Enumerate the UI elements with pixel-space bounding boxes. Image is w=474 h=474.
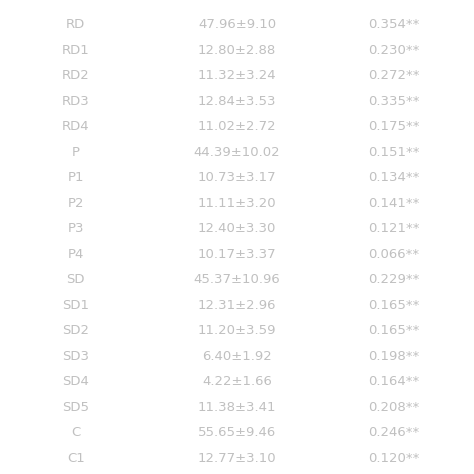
Text: 12.77±3.10: 12.77±3.10 <box>198 452 276 465</box>
Text: 0.165**: 0.165** <box>368 299 419 312</box>
Text: 0.151**: 0.151** <box>368 146 419 159</box>
Text: P4: P4 <box>68 248 84 261</box>
Text: 12.40±3.30: 12.40±3.30 <box>198 222 276 235</box>
Text: P3: P3 <box>68 222 84 235</box>
Text: P: P <box>72 146 80 159</box>
Text: 0.120**: 0.120** <box>368 452 419 465</box>
Text: 0.208**: 0.208** <box>368 401 419 414</box>
Text: P2: P2 <box>68 197 84 210</box>
Text: SD5: SD5 <box>63 401 89 414</box>
Text: 11.38±3.41: 11.38±3.41 <box>198 401 276 414</box>
Text: RD1: RD1 <box>62 44 90 57</box>
Text: 0.198**: 0.198** <box>368 350 419 363</box>
Text: 11.11±3.20: 11.11±3.20 <box>198 197 276 210</box>
Text: RD2: RD2 <box>62 69 90 82</box>
Text: SD4: SD4 <box>63 375 89 388</box>
Text: 0.175**: 0.175** <box>368 120 419 133</box>
Text: C1: C1 <box>67 452 85 465</box>
Text: 11.02±2.72: 11.02±2.72 <box>198 120 276 133</box>
Text: 0.230**: 0.230** <box>368 44 419 57</box>
Text: RD: RD <box>66 18 85 31</box>
Text: 11.32±3.24: 11.32±3.24 <box>198 69 276 82</box>
Text: 0.354**: 0.354** <box>368 18 419 31</box>
Text: SD1: SD1 <box>63 299 89 312</box>
Text: 12.31±2.96: 12.31±2.96 <box>198 299 276 312</box>
Text: 0.121**: 0.121** <box>368 222 419 235</box>
Text: 0.165**: 0.165** <box>368 324 419 337</box>
Text: 12.84±3.53: 12.84±3.53 <box>198 95 276 108</box>
Text: 10.17±3.37: 10.17±3.37 <box>198 248 276 261</box>
Text: 10.73±3.17: 10.73±3.17 <box>198 171 276 184</box>
Text: RD4: RD4 <box>62 120 90 133</box>
Text: 55.65±9.46: 55.65±9.46 <box>198 426 276 439</box>
Text: 12.80±2.88: 12.80±2.88 <box>198 44 276 57</box>
Text: 0.335**: 0.335** <box>368 95 419 108</box>
Text: 0.229**: 0.229** <box>368 273 419 286</box>
Text: 47.96±9.10: 47.96±9.10 <box>198 18 276 31</box>
Text: 44.39±10.02: 44.39±10.02 <box>194 146 280 159</box>
Text: 0.134**: 0.134** <box>368 171 419 184</box>
Text: P1: P1 <box>68 171 84 184</box>
Text: 0.164**: 0.164** <box>368 375 419 388</box>
Text: 0.272**: 0.272** <box>368 69 419 82</box>
Text: 6.40±1.92: 6.40±1.92 <box>202 350 272 363</box>
Text: 45.37±10.96: 45.37±10.96 <box>193 273 281 286</box>
Text: SD: SD <box>66 273 85 286</box>
Text: 4.22±1.66: 4.22±1.66 <box>202 375 272 388</box>
Text: C: C <box>71 426 81 439</box>
Text: 0.066**: 0.066** <box>368 248 419 261</box>
Text: 0.246**: 0.246** <box>368 426 419 439</box>
Text: RD3: RD3 <box>62 95 90 108</box>
Text: SD3: SD3 <box>63 350 89 363</box>
Text: 0.141**: 0.141** <box>368 197 419 210</box>
Text: 11.20±3.59: 11.20±3.59 <box>198 324 276 337</box>
Text: SD2: SD2 <box>63 324 89 337</box>
